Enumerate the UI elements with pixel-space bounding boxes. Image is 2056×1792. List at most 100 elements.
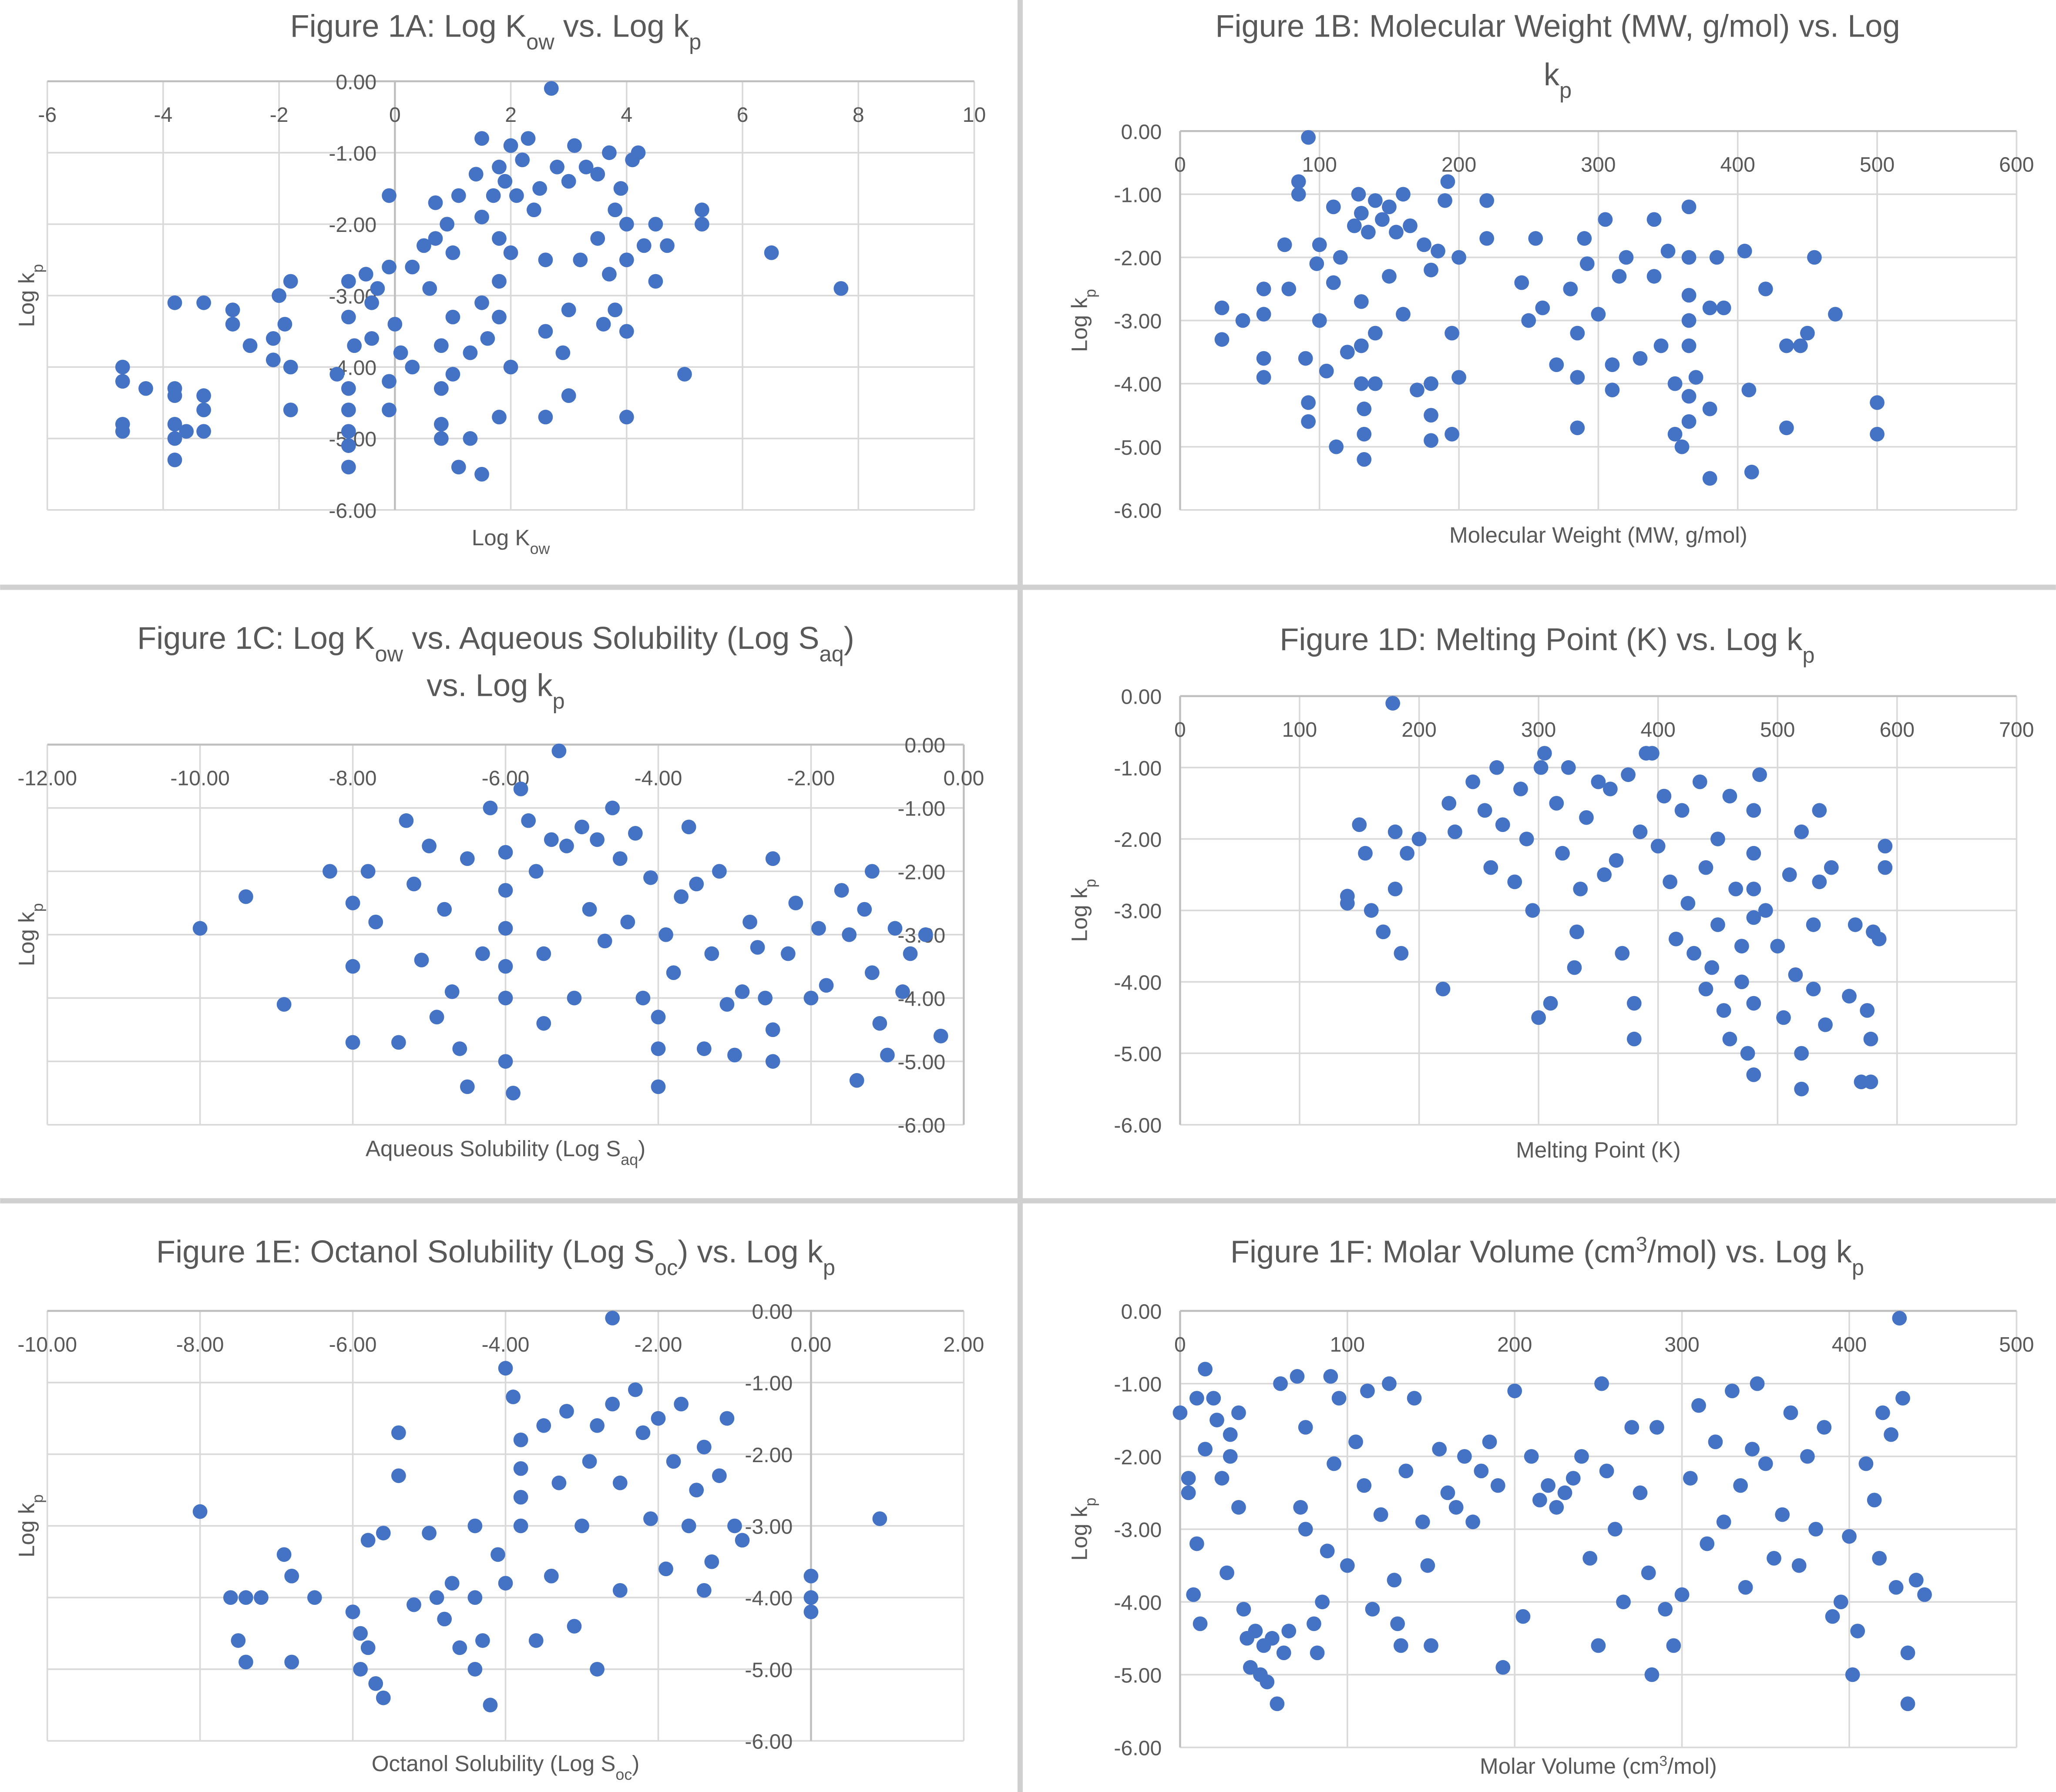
- data-point: [1775, 1507, 1790, 1522]
- data-point: [1360, 1383, 1375, 1399]
- x-tick-label: 400: [1720, 153, 1755, 177]
- data-point: [1669, 931, 1683, 946]
- y-tick-label: -4.00: [1114, 1591, 1162, 1614]
- y-axis-label: Log kp: [1067, 289, 1099, 352]
- data-point: [492, 159, 507, 175]
- data-point: [1660, 244, 1676, 258]
- chart-1e: -10.00 -8.00 -6.00 -4.00 -2.00 0.00 2.00 0.00 -1…: [14, 1235, 984, 1783]
- data-point: [1888, 1580, 1904, 1595]
- data-point: [1709, 250, 1724, 265]
- data-point: [1674, 803, 1690, 818]
- x-tick-label: 2.00: [943, 1333, 984, 1356]
- data-point: [353, 1661, 368, 1677]
- data-point: [498, 921, 513, 936]
- data-point: [872, 1511, 887, 1526]
- data-point: [445, 309, 460, 325]
- data-point: [613, 181, 628, 196]
- data-point: [444, 984, 460, 999]
- data-point: [1519, 832, 1534, 846]
- data-point: [1329, 439, 1344, 454]
- chart-1d: 0 100 200 300 400 500 600 700 0.00 -1.00 -2.00 -3.0…: [1067, 622, 2034, 1162]
- data-point: [1424, 376, 1438, 391]
- data-point: [1616, 1594, 1631, 1610]
- data-point: [1746, 1067, 1761, 1082]
- data-point: [1758, 1456, 1773, 1471]
- data-point: [1688, 370, 1703, 385]
- data-point: [422, 839, 437, 853]
- data-point: [1291, 187, 1306, 202]
- y-tick-label: 0.00: [1121, 120, 1162, 144]
- data-point: [345, 1035, 360, 1050]
- data-point: [460, 851, 475, 866]
- data-point: [696, 1440, 712, 1455]
- data-point: [440, 217, 455, 232]
- data-point: [463, 431, 478, 446]
- data-point: [231, 1633, 246, 1648]
- data-point: [1424, 433, 1438, 448]
- data-point: [1415, 1514, 1430, 1530]
- data-point: [1793, 338, 1808, 353]
- x-tick-label: 8: [853, 103, 864, 127]
- data-point: [1567, 960, 1582, 975]
- data-point: [1277, 237, 1292, 252]
- x-tick-label: 500: [1860, 153, 1895, 177]
- y-tick-label: -2.00: [1114, 1446, 1162, 1469]
- data-point: [1373, 1507, 1388, 1522]
- y-axis-label: Log kp: [1067, 1497, 1099, 1560]
- chart-title: kp: [1544, 57, 1572, 102]
- data-point: [1698, 860, 1713, 875]
- data-point: [521, 131, 536, 146]
- data-point: [1875, 1405, 1890, 1420]
- data-point: [1483, 860, 1498, 875]
- x-tick-label: 300: [1581, 153, 1616, 177]
- data-point: [689, 1483, 704, 1498]
- data-point: [492, 409, 507, 425]
- data-point: [674, 889, 689, 904]
- data-point: [1702, 401, 1717, 416]
- x-axis-label: Log Kow: [472, 525, 550, 557]
- data-point: [631, 145, 646, 160]
- data-point: [513, 1432, 528, 1447]
- data-point: [704, 946, 719, 961]
- data-point: [1776, 1010, 1791, 1025]
- data-point: [1387, 1573, 1402, 1587]
- data-point: [1680, 896, 1696, 911]
- data-point: [1507, 1383, 1522, 1399]
- y-tick-label: -2.00: [1114, 828, 1162, 852]
- data-point: [1410, 383, 1424, 398]
- data-point: [1577, 231, 1592, 246]
- data-point: [660, 238, 675, 253]
- data-point: [605, 1396, 620, 1412]
- data-point: [492, 231, 507, 246]
- data-point: [1863, 1074, 1878, 1090]
- data-point: [636, 238, 652, 253]
- y-tick-label: -6.00: [329, 499, 376, 523]
- data-point: [1390, 1616, 1405, 1631]
- y-tick-label: 0.00: [904, 734, 945, 757]
- data-point: [1515, 1609, 1531, 1624]
- data-point: [1301, 395, 1316, 410]
- x-tick-label: 700: [1999, 718, 2034, 742]
- data-point: [1368, 376, 1383, 391]
- panel-divider-vertical: [1017, 0, 1023, 1792]
- data-point: [1368, 326, 1383, 341]
- data-point: [1264, 1631, 1280, 1646]
- y-tick-label: -3.00: [745, 1515, 793, 1539]
- data-point: [467, 1661, 483, 1677]
- chart-title: Figure 1D: Melting Point (K) vs. Log kp: [1280, 622, 1814, 668]
- data-point: [590, 231, 605, 246]
- data-point: [1398, 1463, 1414, 1479]
- data-point: [1770, 939, 1785, 954]
- data-point: [428, 195, 443, 210]
- data-point: [559, 1404, 574, 1419]
- data-point: [1733, 1478, 1748, 1493]
- y-tick-label: -1.00: [897, 797, 945, 821]
- data-point: [619, 324, 634, 339]
- data-point: [1573, 882, 1588, 896]
- chart-title: Figure 1B: Molecular Weight (MW, g/mol) …: [1215, 9, 1900, 44]
- x-tick-label: 300: [1521, 718, 1556, 742]
- data-point: [1543, 996, 1558, 1011]
- data-point: [1737, 244, 1752, 258]
- y-tick-label: -1.00: [1114, 1373, 1162, 1396]
- data-point: [1653, 338, 1669, 353]
